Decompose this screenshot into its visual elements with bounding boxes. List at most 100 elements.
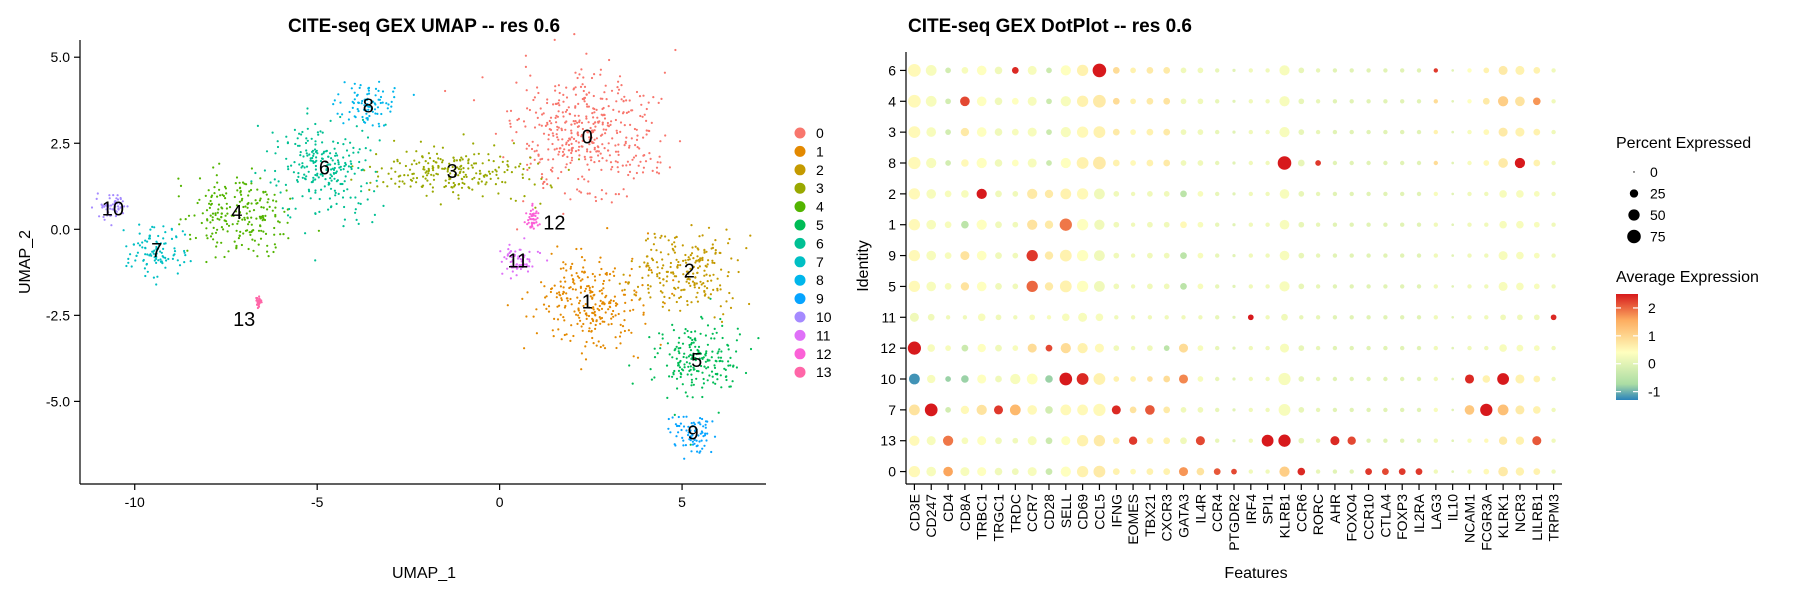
dot-CCL5-10: [1093, 373, 1106, 385]
umap-point: [188, 233, 192, 236]
dot-PTGDR2-13: [1232, 439, 1236, 443]
feature-tick-label: FOXP3: [1394, 494, 1410, 540]
umap-point: [579, 291, 583, 294]
umap-point: [178, 223, 181, 226]
dotplot-feature-ticks: CD3E CD247 CD4 CD8A TRBC1 TRGC1 TRDC CCR7 CD28 SE…: [906, 484, 1562, 551]
dot-CXCR3-10: [1163, 375, 1171, 383]
dot-NCAM1-0: [1467, 469, 1472, 474]
umap-point: [630, 260, 633, 263]
umap-point: [258, 295, 261, 298]
dotplot-x-label: Features: [1224, 565, 1287, 582]
umap-point: [333, 162, 337, 165]
umap-point: [689, 337, 692, 340]
umap-point: [719, 359, 722, 362]
umap-point: [721, 360, 724, 363]
umap-point: [495, 170, 498, 173]
umap-point: [216, 181, 219, 184]
umap-point: [602, 279, 606, 283]
umap-point: [694, 330, 697, 333]
feature-tick-label: LILRB1: [1529, 494, 1545, 541]
umap-point: [736, 259, 739, 262]
umap-point: [155, 245, 158, 249]
cluster-11-points: [499, 237, 549, 280]
umap-point: [156, 242, 159, 245]
feature-tick-label: GATA3: [1176, 494, 1192, 538]
umap-point: [289, 216, 292, 219]
umap-point: [708, 359, 711, 362]
umap-point: [164, 231, 167, 234]
dot-CCL5-3: [1093, 126, 1106, 139]
umap-point: [109, 204, 113, 207]
umap-point: [435, 172, 438, 175]
umap-point: [452, 191, 455, 194]
legend-swatch: [794, 145, 806, 157]
umap-point: [641, 276, 644, 279]
dot-TRGC1-3: [994, 128, 1003, 136]
umap-point: [702, 356, 705, 359]
umap-point: [586, 150, 589, 153]
umap-point: [605, 128, 608, 131]
umap-point: [243, 216, 246, 219]
dot-CCL5-0: [1093, 465, 1106, 478]
umap-point: [284, 183, 287, 186]
umap-x-label: UMAP_1: [392, 565, 456, 582]
umap-point: [642, 154, 645, 157]
umap-point: [204, 194, 207, 197]
umap-point: [711, 259, 714, 262]
umap-point: [569, 161, 572, 164]
umap-point: [546, 259, 549, 262]
umap-point: [530, 147, 534, 151]
umap-point: [545, 178, 548, 181]
umap-point: [616, 166, 619, 169]
umap-point: [105, 208, 108, 211]
umap-point: [461, 181, 464, 184]
dot-FOXO4-7: [1349, 407, 1354, 413]
umap-point: [232, 214, 235, 217]
umap-point: [294, 207, 297, 210]
umap-point: [467, 167, 470, 170]
umap-point: [452, 181, 455, 185]
umap-point: [687, 335, 690, 339]
dot-RORC-1: [1315, 222, 1321, 227]
umap-point: [244, 205, 247, 208]
umap-point: [538, 123, 541, 126]
umap-point: [563, 276, 566, 279]
umap-point: [608, 279, 611, 282]
umap-point: [617, 80, 620, 83]
color-legend-bar: [1616, 294, 1638, 400]
umap-point: [205, 227, 208, 230]
dot-KLRK1-4: [1497, 96, 1509, 107]
umap-point: [534, 214, 537, 218]
umap-point: [638, 147, 641, 150]
dot-FCGR3A-13: [1484, 438, 1489, 443]
umap-point: [526, 291, 529, 294]
umap-point: [449, 172, 452, 175]
size-legend-item: 50: [1628, 207, 1666, 223]
color-legend-tick: 1: [1616, 328, 1656, 344]
cluster-7-points: [122, 223, 192, 286]
umap-point: [720, 320, 724, 323]
umap-point: [252, 229, 255, 232]
umap-point: [354, 196, 357, 199]
umap-point: [114, 215, 117, 218]
dot-CD3E-13: [909, 435, 920, 446]
dot-IFNG-7: [1111, 405, 1121, 415]
feature-tick-label: IL2RA: [1411, 493, 1427, 533]
umap-point: [570, 142, 573, 145]
umap-point: [319, 173, 322, 176]
umap-point: [710, 247, 713, 250]
umap-point: [382, 181, 385, 184]
umap-point: [364, 121, 367, 124]
umap-point: [639, 297, 642, 300]
umap-point: [706, 343, 710, 346]
dot-RORC-9: [1315, 253, 1321, 258]
dot-SPI1-6: [1265, 68, 1270, 73]
umap-point: [577, 102, 580, 105]
umap-point: [534, 212, 537, 215]
umap-point: [461, 158, 464, 161]
dot-FOXO4-10: [1349, 376, 1354, 382]
umap-point: [692, 421, 695, 424]
umap-point: [722, 313, 725, 316]
umap-point: [448, 175, 451, 178]
dot-PTGDR2-2: [1232, 192, 1236, 196]
